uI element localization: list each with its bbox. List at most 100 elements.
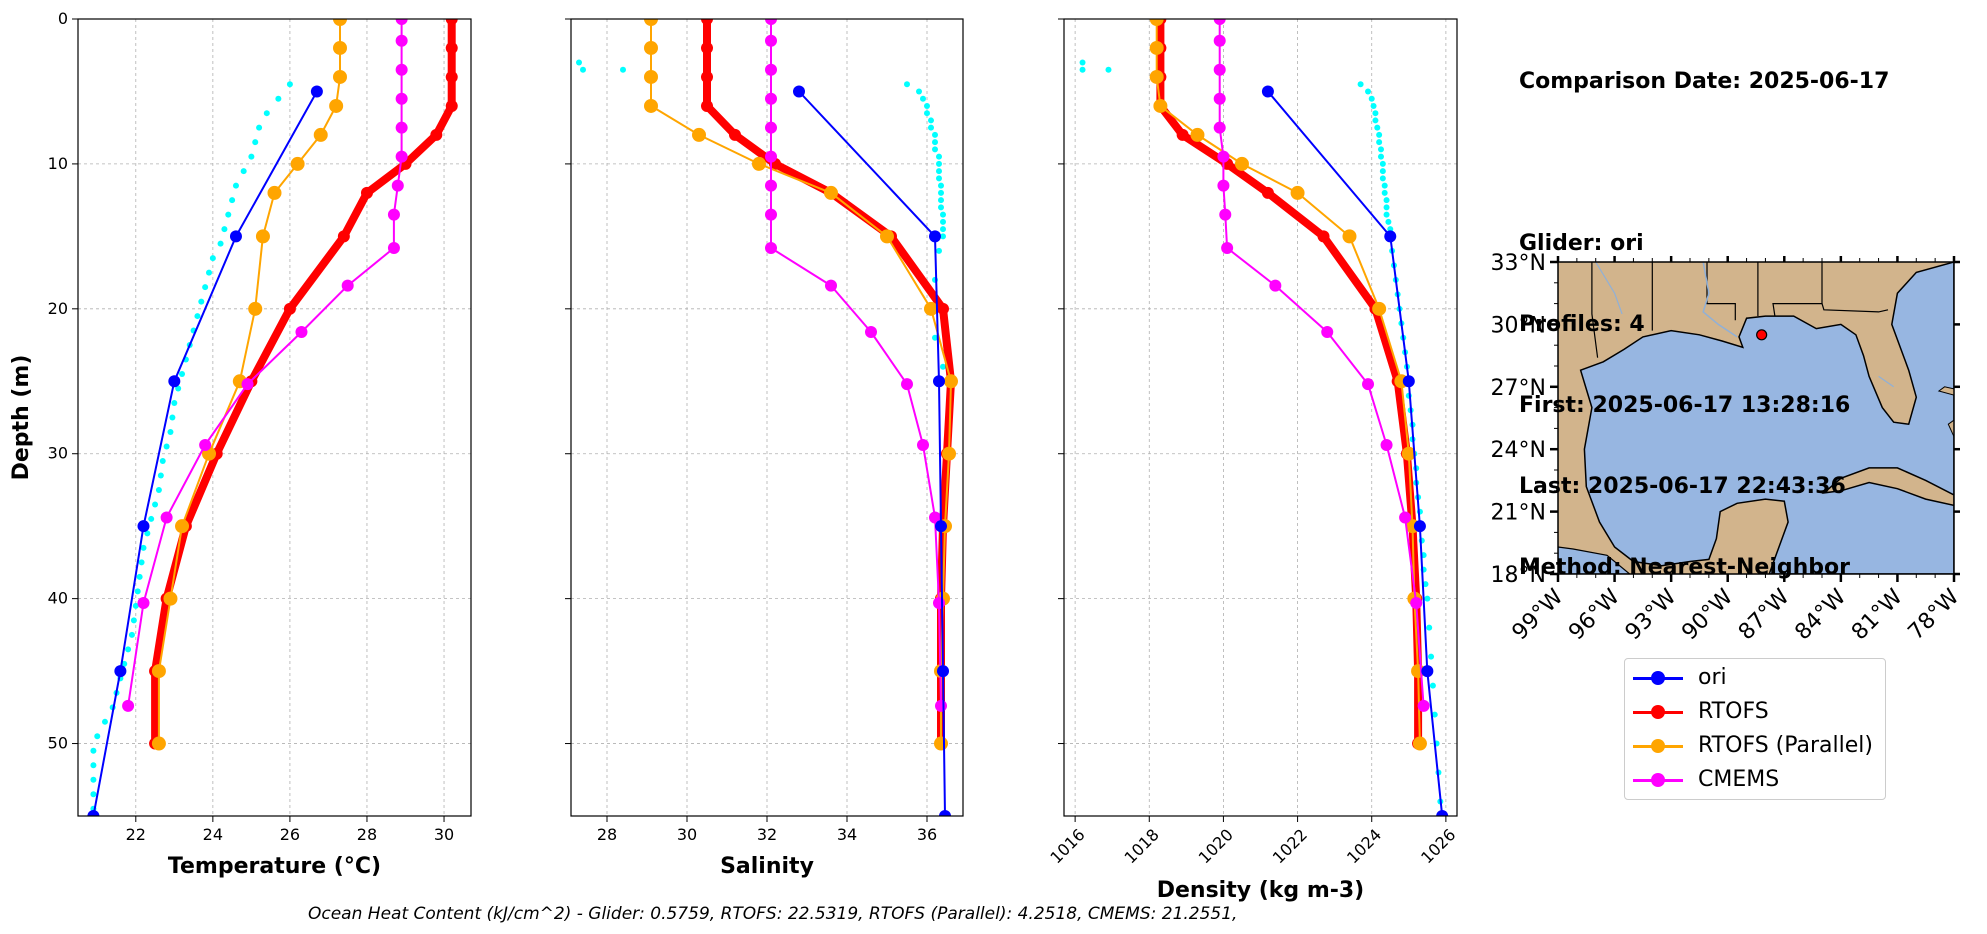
series-point-cmems [901,378,913,391]
comparison-date: Comparison Date: 2025-06-17 [1519,69,1890,94]
gulf-water [1579,262,1954,574]
series-point-cmems [122,699,135,712]
glider-raw-point [928,117,934,124]
glider-raw-point [152,501,159,508]
series-point-cmems [765,19,777,25]
series-point-cmems [395,92,408,105]
series-point-cmems [1213,19,1226,25]
series-point-rtofs-parallel- [944,374,958,389]
map-lat-label: 24°N [1491,438,1546,463]
glider-raw-point [936,247,942,254]
glider-raw-point [1368,95,1375,102]
glider-raw-point [229,197,236,204]
series-point-rtofs-parallel- [248,301,263,316]
glider-raw-point [286,81,293,88]
series-point-ori [1413,520,1426,533]
glider-raw-point [1357,81,1364,88]
x-tick-label: 28 [357,825,377,844]
state-border [1772,262,1823,317]
series-point-cmems [765,121,777,134]
x-tick-label: 22 [126,825,146,844]
series-point-rtofs [445,70,458,83]
x-tick-label: 28 [597,825,617,844]
legend-item: RTOFS [1625,695,1885,729]
series-point-rtofs-parallel- [151,664,166,679]
glider-raw-point [932,334,938,341]
state-border [1821,303,1889,313]
x-tick-label: 36 [917,825,937,844]
series-point-rtofs [283,302,296,315]
glider-raw-point [1426,624,1433,631]
series-point-ori [1402,375,1415,388]
series-point-rtofs-parallel- [644,69,658,84]
axes-frame [77,18,472,817]
glider-raw-point [1365,88,1372,95]
bahamas-land [1937,386,1954,396]
series-point-rtofs [1317,230,1330,243]
glider-raw-point [94,733,101,740]
series-point-cmems [765,208,777,221]
glider-raw-point [1377,153,1384,160]
series-point-rtofs-parallel- [267,185,282,200]
series-point-rtofs [445,19,458,25]
series-point-cmems [395,150,408,163]
series-point-rtofs-parallel- [752,156,766,171]
series-point-cmems [241,378,254,391]
series-point-cmems [765,179,777,192]
legend: ori RTOFS RTOFS (Parallel) CMEMS [1624,658,1886,800]
series-point-ori [137,520,150,533]
glider-raw-point [940,226,946,233]
series-point-cmems [765,241,777,254]
y-tick-label: 0 [58,9,68,28]
glider-raw-point [138,559,145,566]
series-point-cmems [1380,439,1393,452]
series-line-ori [92,91,318,816]
glider-raw-point [169,414,176,421]
series-point-cmems [765,63,777,76]
glider-raw-point [155,486,162,493]
profile-panel-2: 28 30 32 34 36 Salinity [565,18,964,879]
glider-raw-point [90,791,97,798]
series-line-rtofs [703,19,955,744]
legend-item: ori [1625,661,1885,695]
legend-item: CMEMS [1625,763,1885,797]
series-point-rtofs-parallel- [333,69,347,84]
series-point-cmems [825,279,837,292]
y-tick-label: 20 [48,299,68,318]
series-point-rtofs-parallel- [313,127,328,142]
series-point-ori [937,665,949,678]
glider-raw-point [1079,66,1086,73]
series-point-cmems [765,34,777,47]
last-time: Last: 2025-06-17 22:43:36 [1519,474,1846,499]
legend-label: ori [1698,665,1727,690]
series-point-cmems [1213,92,1226,105]
glider-raw-point [157,472,164,479]
series-point-rtofs-parallel- [1149,19,1164,26]
series-point-cmems [765,92,777,105]
series-point-rtofs-parallel- [1290,185,1305,200]
series-line-ori [1267,90,1444,816]
series-point-cmems [395,34,408,47]
legend-marker [1651,773,1665,787]
series-point-rtofs-parallel- [1149,69,1164,84]
river [1702,262,1738,338]
glider-raw-point [576,59,582,66]
glider-raw-point [936,168,942,175]
series-point-rtofs [1176,128,1189,141]
series-point-ori [929,230,941,243]
glider-raw-point [134,588,141,595]
glider-raw-point [90,762,97,769]
series-point-ori [1421,665,1434,678]
glider-raw-point [1079,59,1086,66]
series-point-ori [793,85,805,98]
series-point-cmems [395,121,408,134]
series-point-rtofs-parallel- [1401,446,1416,461]
glider-raw-point [932,146,938,153]
series-point-rtofs [729,128,741,141]
cuba-land [1821,467,1954,507]
glider-raw-point [140,544,147,551]
glider-raw-point [1383,197,1390,204]
series-point-cmems [765,150,777,163]
series-line-cmems [127,19,403,707]
glider-raw-point [128,631,135,638]
